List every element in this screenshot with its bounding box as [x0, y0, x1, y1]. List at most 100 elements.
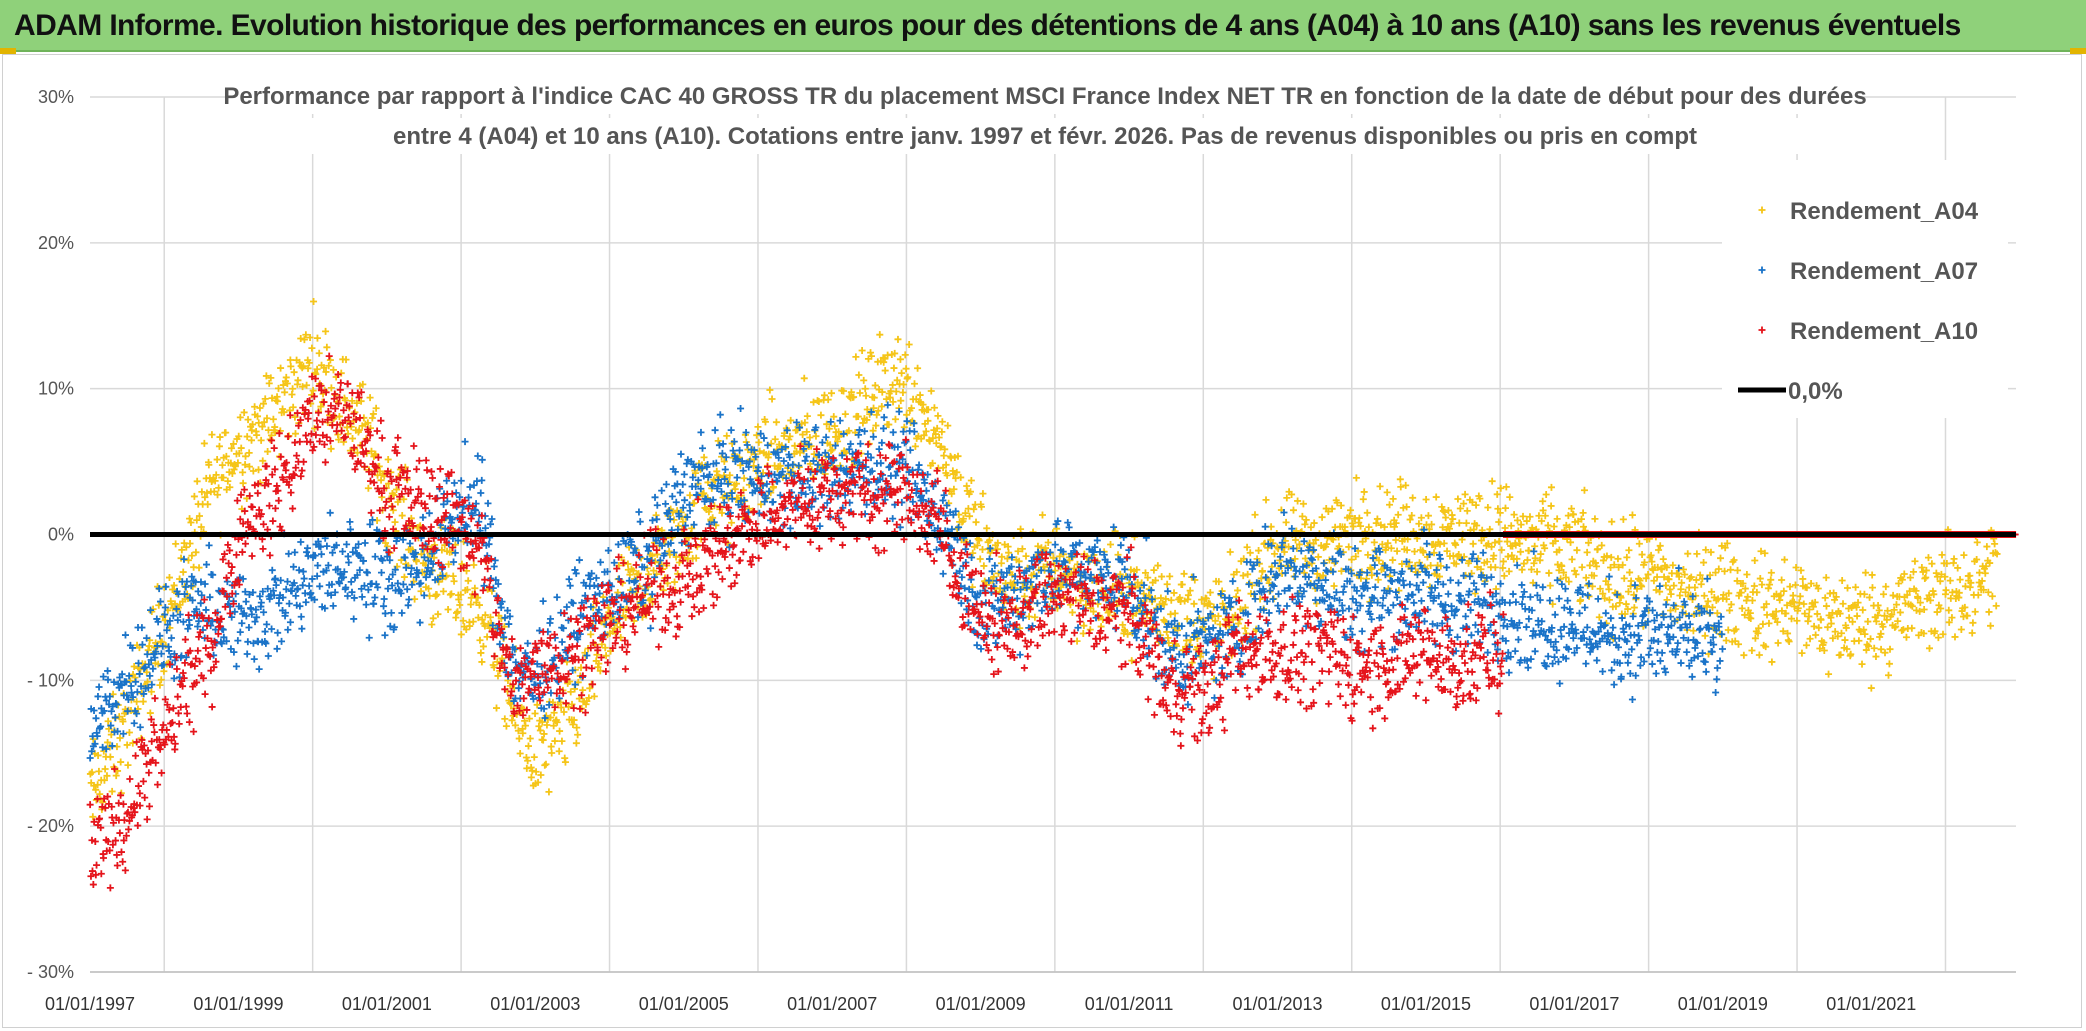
point-Rendement_A07 — [362, 601, 370, 609]
point-Rendement_A04 — [187, 519, 195, 527]
point-Rendement_A04 — [228, 469, 236, 477]
point-Rendement_A04 — [254, 412, 262, 420]
point-Rendement_A07 — [679, 480, 687, 488]
point-Rendement_A04 — [1765, 619, 1773, 627]
point-Rendement_A04 — [1347, 506, 1355, 514]
point-Rendement_A07 — [425, 509, 433, 517]
point-Rendement_A04 — [1867, 684, 1875, 692]
point-Rendement_A07 — [268, 566, 276, 574]
point-Rendement_A04 — [101, 765, 109, 773]
point-Rendement_A04 — [130, 663, 138, 671]
point-Rendement_A07 — [1702, 668, 1710, 676]
point-Rendement_A10 — [373, 427, 381, 435]
point-Rendement_A07 — [1339, 588, 1347, 596]
point-Rendement_A04 — [1577, 596, 1585, 604]
point-Rendement_A07 — [649, 516, 657, 524]
point-Rendement_A07 — [1033, 599, 1041, 607]
point-Rendement_A04 — [1954, 564, 1962, 572]
point-Rendement_A10 — [385, 513, 393, 521]
point-Rendement_A07 — [1522, 623, 1530, 631]
point-Rendement_A04 — [1432, 493, 1440, 501]
point-Rendement_A04 — [602, 652, 610, 660]
point-Rendement_A07 — [1182, 632, 1190, 640]
point-Rendement_A07 — [1608, 666, 1616, 674]
point-Rendement_A04 — [224, 477, 232, 485]
point-Rendement_A10 — [86, 801, 94, 809]
point-Rendement_A04 — [1578, 563, 1586, 571]
point-Rendement_A04 — [1031, 613, 1039, 621]
point-Rendement_A07 — [596, 558, 604, 566]
point-Rendement_A04 — [688, 524, 696, 532]
point-Rendement_A07 — [250, 655, 258, 663]
point-Rendement_A04 — [1724, 626, 1732, 634]
point-Rendement_A07 — [289, 563, 297, 571]
point-Rendement_A04 — [1089, 608, 1097, 616]
point-Rendement_A10 — [113, 861, 121, 869]
point-Rendement_A04 — [590, 692, 598, 700]
point-Rendement_A04 — [264, 448, 272, 456]
point-Rendement_A07 — [111, 713, 119, 721]
point-Rendement_A07 — [1358, 592, 1366, 600]
point-Rendement_A04 — [478, 658, 486, 666]
point-Rendement_A04 — [357, 397, 365, 405]
point-Rendement_A04 — [825, 425, 833, 433]
point-Rendement_A04 — [1520, 560, 1528, 568]
point-Rendement_A04 — [1837, 651, 1845, 659]
point-Rendement_A04 — [291, 413, 299, 421]
point-Rendement_A10 — [388, 503, 396, 511]
point-Rendement_A04 — [978, 546, 986, 554]
point-Rendement_A04 — [469, 618, 477, 626]
point-Rendement_A04 — [1751, 557, 1759, 565]
point-Rendement_A07 — [365, 634, 373, 642]
point-Rendement_A04 — [1845, 614, 1853, 622]
point-Rendement_A07 — [121, 631, 129, 639]
point-Rendement_A07 — [107, 707, 115, 715]
point-Rendement_A07 — [344, 592, 352, 600]
point-Rendement_A04 — [769, 483, 777, 491]
point-Rendement_A04 — [322, 368, 330, 376]
point-Rendement_A04 — [880, 358, 888, 366]
point-Rendement_A04 — [269, 415, 277, 423]
point-Rendement_A04 — [1764, 584, 1772, 592]
point-Rendement_A04 — [1619, 515, 1627, 523]
point-Rendement_A04 — [1928, 560, 1936, 568]
point-Rendement_A04 — [172, 540, 180, 548]
point-Rendement_A04 — [200, 439, 208, 447]
point-Rendement_A04 — [490, 663, 498, 671]
point-Rendement_A07 — [1371, 583, 1379, 591]
point-Rendement_A07 — [1620, 628, 1628, 636]
point-Rendement_A07 — [1420, 617, 1428, 625]
point-Rendement_A04 — [283, 380, 291, 388]
point-Rendement_A07 — [558, 638, 566, 646]
point-Rendement_A04 — [720, 457, 728, 465]
point-Rendement_A04 — [1188, 659, 1196, 667]
point-Rendement_A04 — [585, 694, 593, 702]
point-Rendement_A04 — [686, 491, 694, 499]
point-Rendement_A07 — [285, 550, 293, 558]
point-Rendement_A04 — [823, 420, 831, 428]
point-Rendement_A04 — [1359, 495, 1367, 503]
point-Rendement_A04 — [1722, 637, 1730, 645]
point-Rendement_A07 — [268, 625, 276, 633]
point-Rendement_A04 — [550, 722, 558, 730]
point-Rendement_A04 — [1086, 626, 1094, 634]
point-Rendement_A10 — [287, 489, 295, 497]
point-Rendement_A07 — [491, 556, 499, 564]
point-Rendement_A07 — [1506, 599, 1514, 607]
point-Rendement_A04 — [522, 753, 530, 761]
point-Rendement_A10 — [313, 417, 321, 425]
point-Rendement_A04 — [1539, 497, 1547, 505]
point-Rendement_A04 — [1785, 637, 1793, 645]
point-Rendement_A04 — [1056, 552, 1064, 560]
point-Rendement_A04 — [108, 787, 116, 795]
point-Rendement_A10 — [174, 693, 182, 701]
point-Rendement_A07 — [329, 602, 337, 610]
point-Rendement_A07 — [973, 641, 981, 649]
point-Rendement_A04 — [467, 594, 475, 602]
point-Rendement_A04 — [1171, 609, 1179, 617]
point-Rendement_A04 — [192, 548, 200, 556]
point-Rendement_A04 — [1424, 512, 1432, 520]
point-Rendement_A04 — [902, 365, 910, 373]
point-Rendement_A04 — [560, 708, 568, 716]
point-Rendement_A04 — [957, 473, 965, 481]
